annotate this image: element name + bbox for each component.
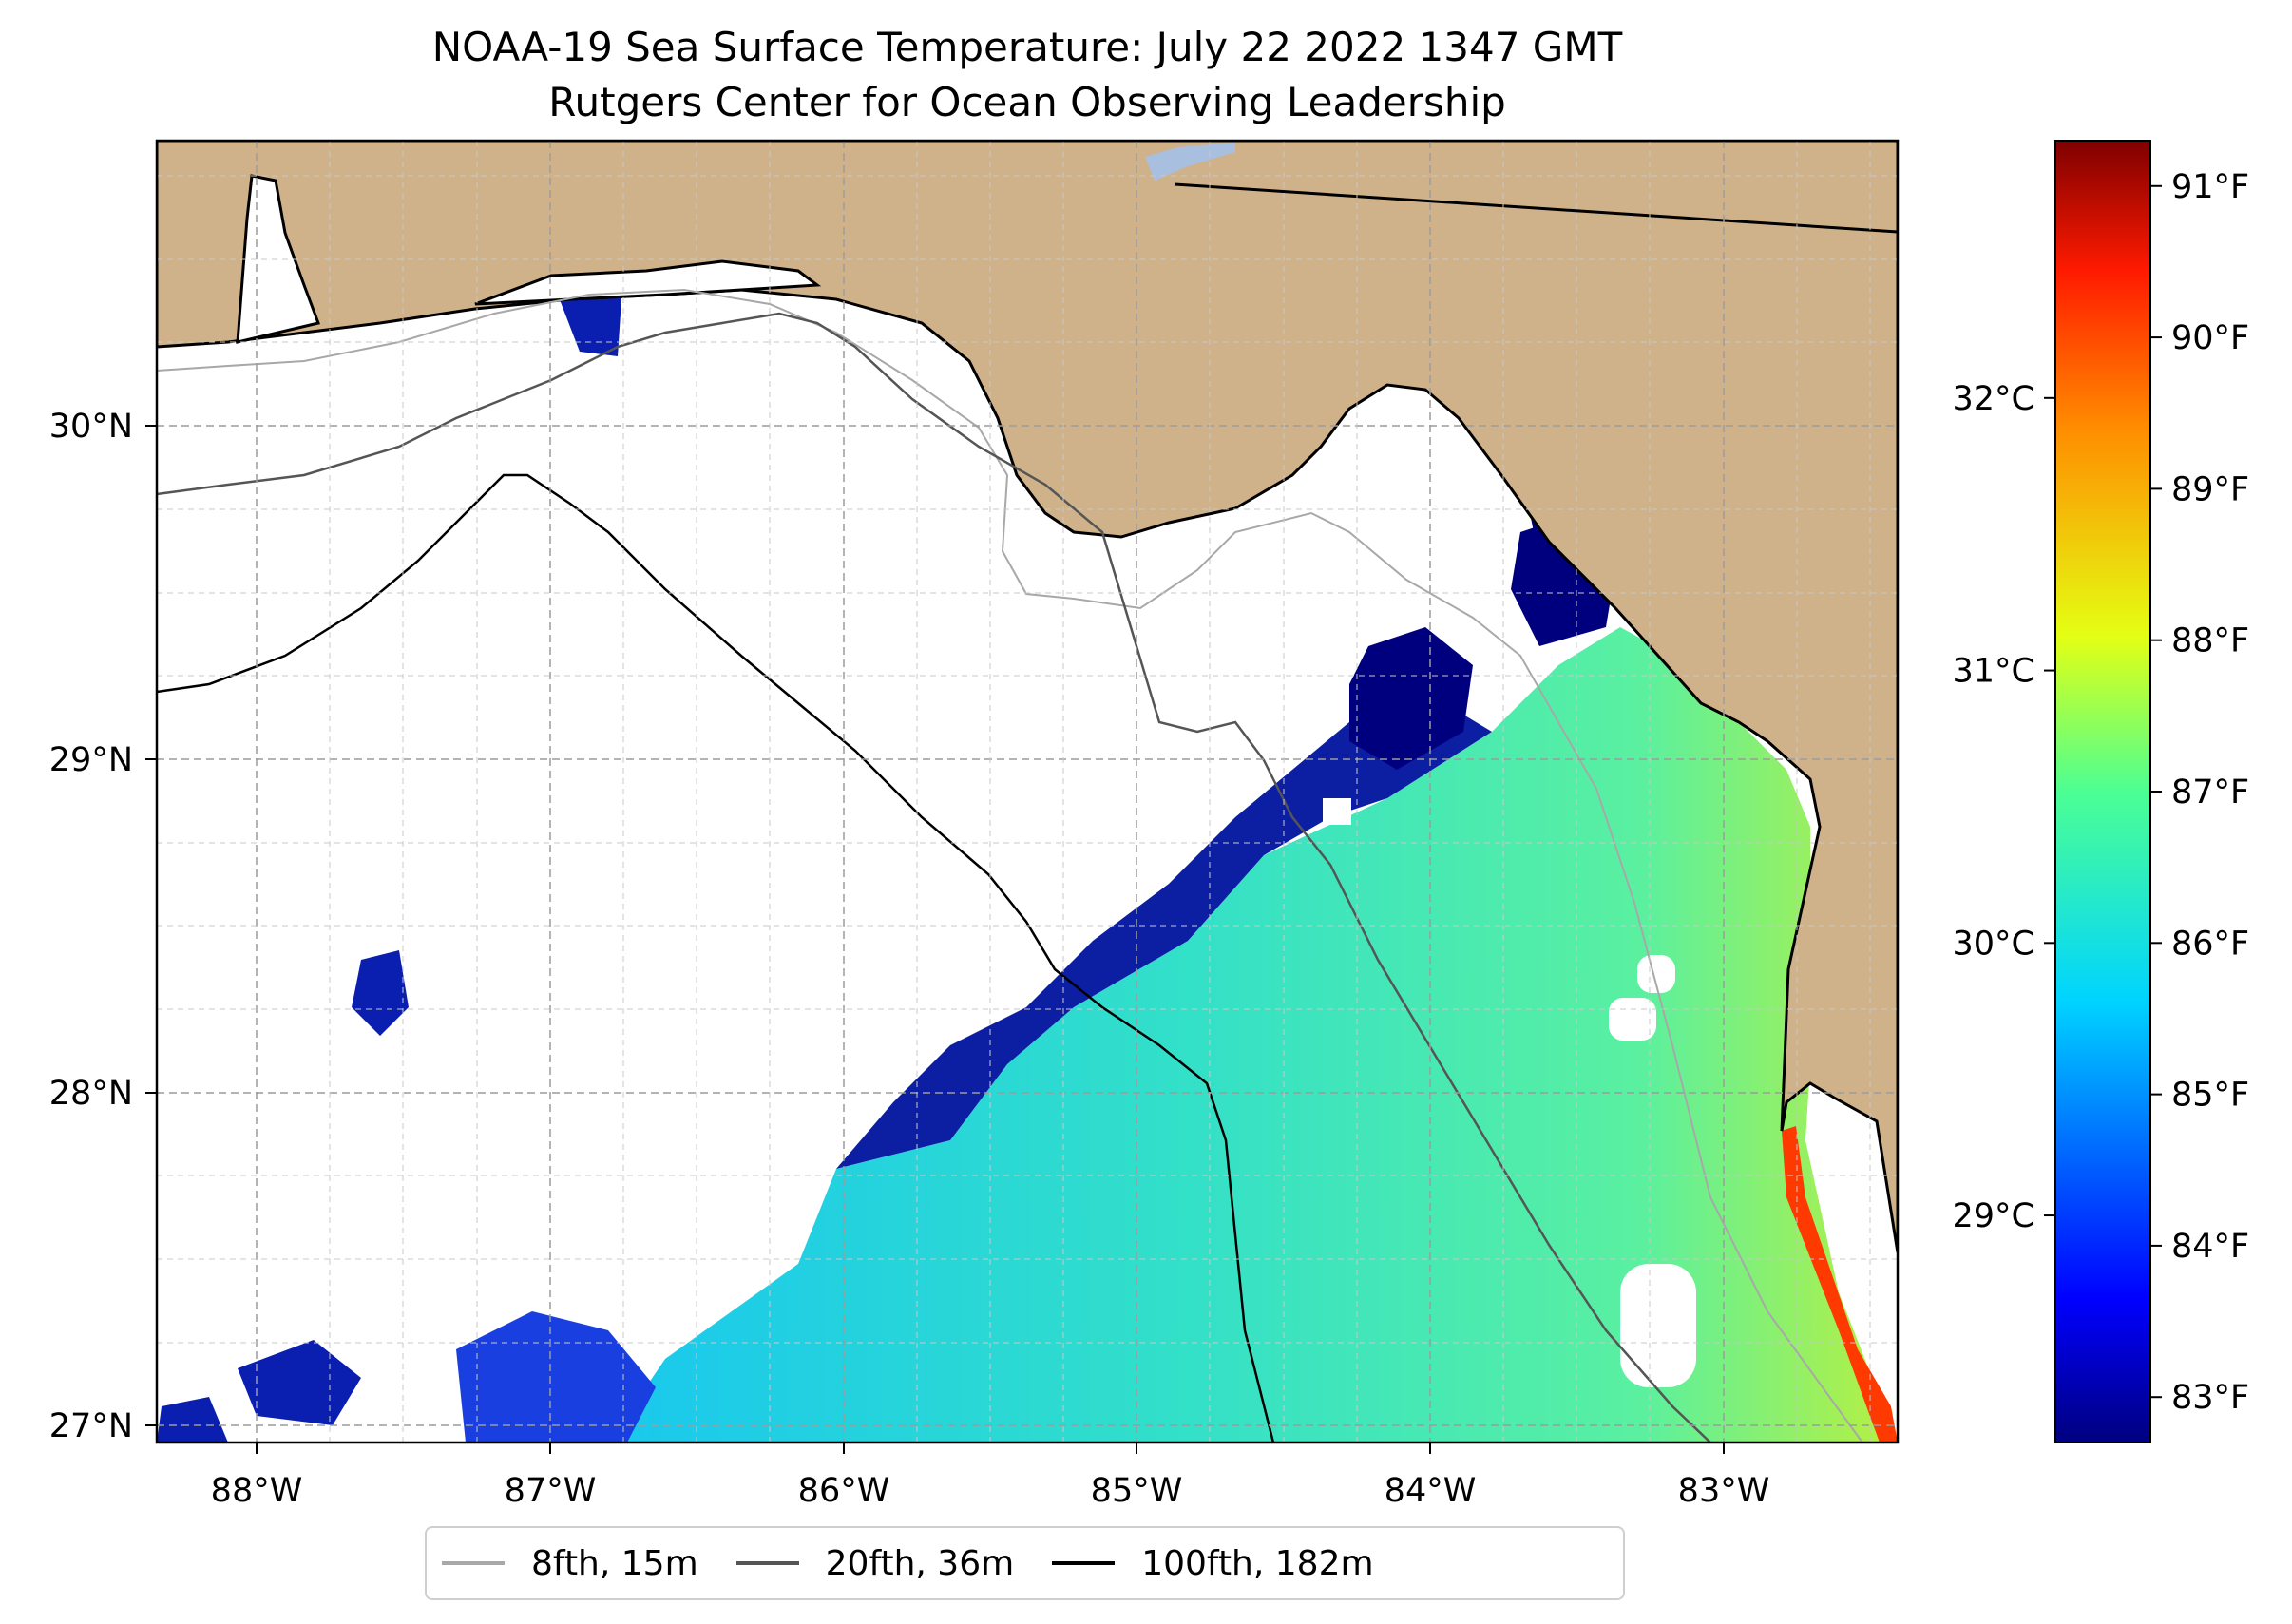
state-border	[1174, 182, 1898, 234]
chart-title: NOAA-19 Sea Surface Temperature: July 22…	[431, 24, 1623, 70]
x-tick-label: 84°W	[1385, 1472, 1477, 1510]
x-tick-label: 87°W	[505, 1472, 597, 1510]
legend-swatch	[442, 1561, 505, 1565]
isobath-100fth-182m	[157, 473, 1275, 1442]
cloud-gap	[1637, 955, 1675, 993]
isobath-20fth-36m	[157, 312, 1711, 1442]
sst-hot-coast	[1782, 1126, 1898, 1442]
y-axis-ticks	[145, 425, 157, 1426]
legend-item-100fth: 100fth, 182m	[1052, 1543, 1374, 1583]
legend-label: 20fth, 36m	[825, 1543, 1015, 1583]
legend-swatch	[1052, 1561, 1116, 1565]
y-tick-label: 27°N	[49, 1407, 133, 1445]
bay-water	[236, 174, 321, 344]
colorbar-c-label: 32°C	[1953, 380, 2034, 418]
y-tick-label: 28°N	[49, 1075, 133, 1113]
isobath-8fth-15m	[157, 288, 1863, 1442]
colorbar-c-label: 30°C	[1953, 925, 2034, 963]
sst-patch-west	[352, 950, 409, 1036]
y-tick-label: 29°N	[49, 741, 133, 779]
legend-item-20fth: 20fth, 36m	[735, 1543, 1015, 1583]
x-tick-label: 88°W	[211, 1472, 303, 1510]
map-frame	[155, 139, 1900, 1444]
x-tick-label: 85°W	[1091, 1472, 1183, 1510]
cloud-gap	[1620, 1264, 1696, 1387]
legend-label: 100fth, 182m	[1141, 1543, 1374, 1583]
colorbar-f-label: 90°F	[2171, 319, 2249, 357]
colorbar-f-label: 91°F	[2171, 168, 2249, 206]
y-tick-label: 30°N	[49, 408, 133, 446]
sst-patch-north	[556, 285, 622, 356]
colorbar	[2054, 140, 2151, 1443]
colorbar-f-label: 84°F	[2171, 1228, 2249, 1266]
y-axis-labels: 30°N 29°N 28°N 27°N	[49, 408, 133, 1445]
colorbar-f-label: 85°F	[2171, 1077, 2249, 1115]
chart-subtitle: Rutgers Center for Ocean Observing Leade…	[548, 79, 1506, 125]
sst-patch-west	[456, 1311, 656, 1442]
x-axis-labels: 88°W 87°W 86°W 85°W 84°W 83°W	[211, 1472, 1770, 1510]
x-tick-label: 83°W	[1678, 1472, 1770, 1510]
colorbar-c-label: 31°C	[1953, 653, 2034, 691]
sst-patch-west	[238, 1340, 361, 1425]
gridlines	[157, 141, 1898, 1442]
sst-cold-patch	[1349, 627, 1473, 770]
colorbar-f-label: 89°F	[2171, 470, 2249, 508]
sound-water	[474, 259, 822, 306]
colorbar-ticks: 83°F 84°F 85°F 86°F 87°F 88°F 89°F 90°F 91°F 29°C…	[1953, 168, 2250, 1417]
legend-item-8fth: 8fth, 15m	[442, 1544, 698, 1583]
legend-label: 8fth, 15m	[531, 1543, 698, 1583]
sst-patch-west	[157, 1397, 228, 1442]
cloud-gap	[1323, 798, 1351, 825]
cloud-gap	[1609, 998, 1656, 1041]
minor-gridlines	[157, 141, 1898, 1442]
colorbar-c-label: 29°C	[1953, 1197, 2034, 1235]
isobath-legend: 8fth, 15m 20fth, 36m 100fth, 182m	[425, 1526, 1625, 1600]
lake-water	[1145, 143, 1235, 181]
colorbar-f-label: 86°F	[2171, 925, 2249, 963]
map-area	[157, 141, 1898, 1442]
x-tick-label: 86°W	[798, 1472, 890, 1510]
colorbar-f-label: 88°F	[2171, 622, 2249, 660]
legend-swatch	[735, 1561, 799, 1565]
colorbar-f-label: 87°F	[2171, 774, 2249, 812]
x-axis-ticks	[256, 1442, 1725, 1454]
sst-warm-field	[608, 627, 1898, 1442]
colorbar-f-label: 83°F	[2171, 1379, 2249, 1417]
